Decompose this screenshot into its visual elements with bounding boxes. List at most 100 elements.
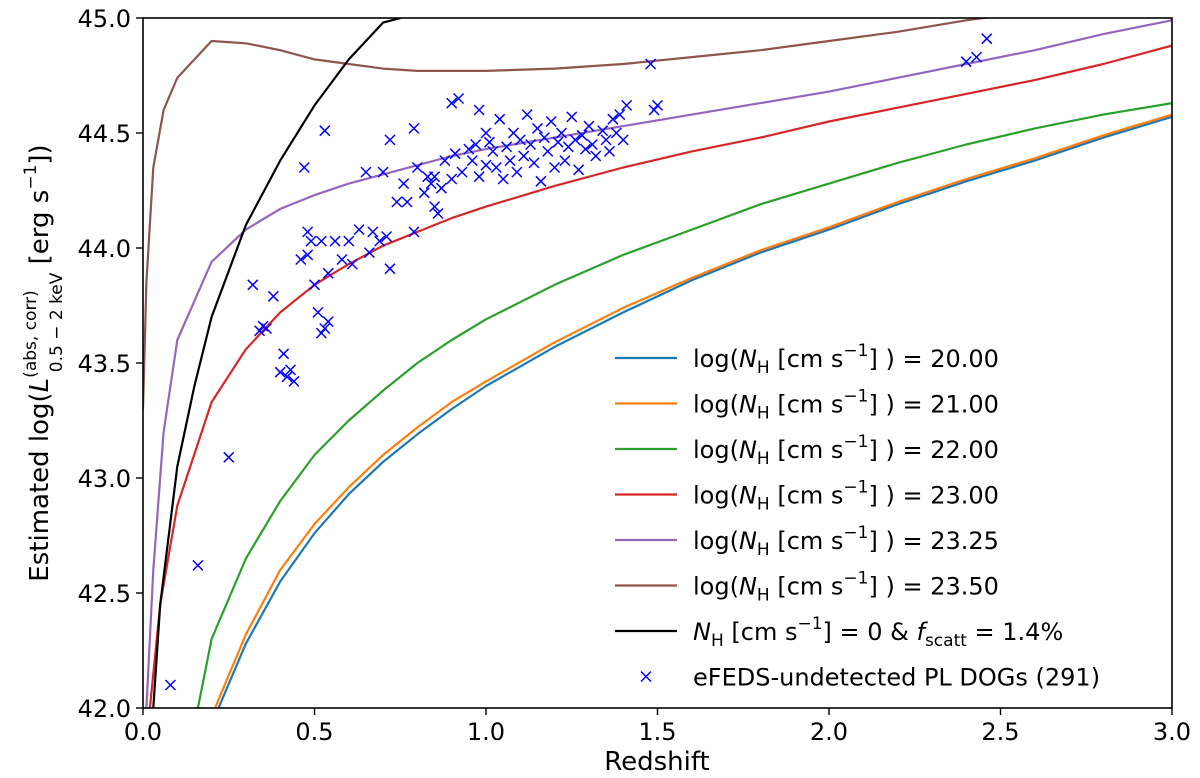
x-tick-label: 1.0 <box>467 718 505 746</box>
plot-frame <box>142 17 1173 709</box>
scatter-point <box>521 109 533 121</box>
scatter-point <box>621 99 633 111</box>
scatter-point <box>651 99 664 111</box>
legend: log(NH [cm s−1] ) = 20.00 log(NH [cm s−1]… <box>615 341 1100 692</box>
y-tick-label: 43.5 <box>78 350 131 378</box>
scatter-point <box>329 235 341 247</box>
scatter-point <box>501 141 513 153</box>
legend-item-scatter: eFEDS-undetected PL DOGs (291) <box>640 664 1100 692</box>
scatter-point <box>288 375 300 387</box>
scatter-point <box>374 235 386 247</box>
scatter-point <box>302 249 314 261</box>
scatter-point <box>302 226 314 238</box>
scatter-point <box>514 134 526 146</box>
scatter-point <box>308 279 321 291</box>
legend-label: log(NH [cm s−1] ) = 22.00 <box>693 432 999 469</box>
scatter-point <box>617 134 629 146</box>
x-tick-label: 0.5 <box>295 718 333 746</box>
legend-item-4: log(NH [cm s−1] ) = 23.00 <box>615 478 999 515</box>
scatter-point <box>545 115 557 128</box>
series-line-6 <box>143 18 992 410</box>
curve-layer <box>143 18 1172 708</box>
scatter-point <box>603 145 616 157</box>
scatter-point <box>970 51 983 63</box>
scatter-point <box>408 122 420 134</box>
scatter-point <box>435 182 447 194</box>
scatter-point <box>518 150 530 162</box>
legend-label: eFEDS-undetected PL DOGs (291) <box>693 664 1100 692</box>
scatter-point <box>223 451 235 463</box>
scatter-point <box>614 109 626 121</box>
scatter-point <box>483 136 495 148</box>
scatter-point <box>363 247 375 259</box>
scatter-point <box>432 207 444 220</box>
x-tick-label: 1.5 <box>638 718 676 746</box>
scatter-point <box>490 161 502 174</box>
scatter-point <box>384 134 396 146</box>
scatter-point <box>607 113 619 125</box>
scatter-point <box>367 226 379 238</box>
scatter-point <box>274 366 286 378</box>
y-axis-label: Estimated log(L(abs, corr) 0.5 − 2 keV [e… <box>21 144 67 581</box>
scatter-point <box>579 143 592 155</box>
scatter-point <box>439 155 451 167</box>
legend-label: log(NH [cm s−1] ) = 21.00 <box>693 387 999 424</box>
scatter-point <box>398 178 410 190</box>
scatter-point <box>267 290 279 302</box>
x-tick-label: 2.0 <box>810 718 848 746</box>
legend-item-3: log(NH [cm s−1] ) = 22.00 <box>615 432 999 469</box>
legend-label: log(NH [cm s−1] ) = 20.00 <box>693 341 999 378</box>
scatter-point <box>384 263 396 275</box>
scatter-point <box>408 226 420 238</box>
legend-item-5: log(NH [cm s−1] ) = 23.25 <box>615 523 999 560</box>
scatter-point <box>981 33 993 45</box>
y-tick-label: 45.0 <box>78 5 131 33</box>
legend-item-7: NH [cm s−1] = 0 & fscatt = 1.4% <box>615 614 1063 651</box>
scatter-point <box>346 258 358 270</box>
scatter-point <box>260 322 273 335</box>
y-tick-label: 44.5 <box>78 120 131 148</box>
scatter-point <box>525 138 537 151</box>
scatter-point <box>473 171 485 183</box>
scatter-point <box>319 125 331 137</box>
x-tick-label: 3.0 <box>1153 718 1191 746</box>
scatter-point <box>456 166 468 178</box>
scatter-point <box>531 122 543 134</box>
legend-item-2: log(NH [cm s−1] ) = 21.00 <box>615 387 999 424</box>
scatter-point <box>429 171 441 183</box>
legend-item-6: log(NH [cm s−1] ) = 23.50 <box>615 569 999 606</box>
legend-label: log(NH [cm s−1] ) = 23.00 <box>693 478 999 515</box>
scatter-point <box>600 134 612 146</box>
scatter-point <box>343 235 355 247</box>
scatter-point <box>566 111 578 123</box>
scatter-point <box>336 253 348 266</box>
scatter-point <box>449 148 461 160</box>
scatter-point <box>583 120 595 132</box>
scatter-point <box>322 267 334 279</box>
scatter-point <box>542 145 554 157</box>
scatter-point <box>164 679 176 691</box>
scatter-point <box>429 201 441 213</box>
scatter-point <box>497 173 509 185</box>
scatter-point <box>391 196 403 208</box>
scatter-point <box>645 58 657 70</box>
scatter-point <box>305 235 317 247</box>
legend-label: log(NH [cm s−1] ) = 23.50 <box>693 569 999 606</box>
y-tick-label: 44.0 <box>78 235 131 263</box>
scatter-point <box>254 325 266 337</box>
scatter-point <box>319 322 331 335</box>
scatter-point <box>549 161 561 174</box>
scatter-point <box>559 155 571 167</box>
scatter-point <box>555 127 567 139</box>
scatter-point <box>278 348 290 360</box>
legend-label: log(NH [cm s−1] ) = 23.25 <box>693 523 999 560</box>
series-line-3 <box>196 102 1172 708</box>
scatter-point <box>284 364 297 376</box>
legend-label: NH [cm s−1] = 0 & fscatt = 1.4% <box>693 614 1063 651</box>
scatter-point <box>295 253 307 266</box>
y-tick-label: 42.5 <box>78 580 131 608</box>
scatter-point <box>576 129 588 141</box>
series-line-1 <box>217 115 1172 708</box>
scatter-point <box>401 196 413 208</box>
